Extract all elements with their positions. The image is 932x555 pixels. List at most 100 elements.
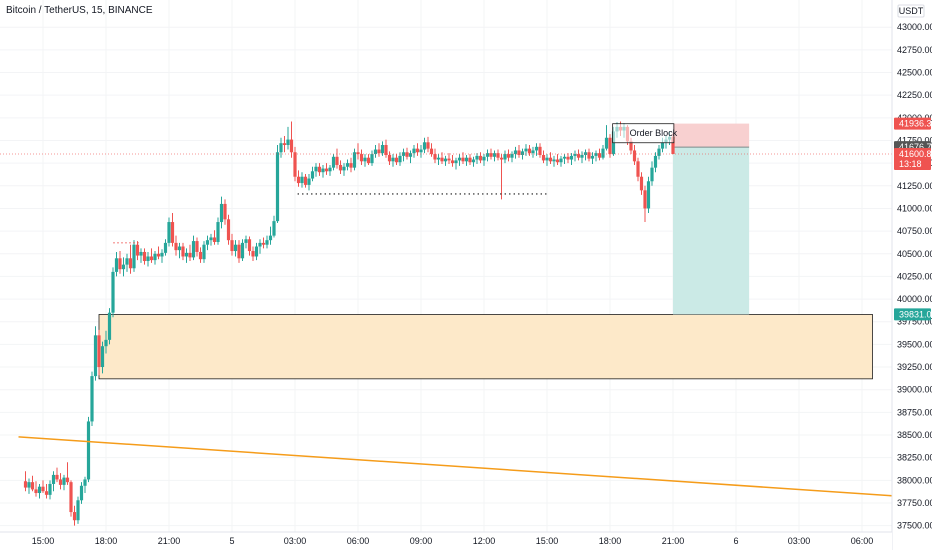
demand-zone <box>98 314 873 380</box>
candle-body-up <box>90 376 94 422</box>
candle-body-down <box>251 251 255 257</box>
candle-body-up <box>594 153 598 156</box>
candle-body-down <box>541 154 546 161</box>
currency-label: USDT <box>899 6 924 16</box>
candle-body-up <box>657 148 661 156</box>
candle-body-up <box>121 264 126 270</box>
price-tick-label: 42750.00 <box>897 45 932 55</box>
time-tick-label: 06:00 <box>851 536 874 546</box>
candle-body-down <box>338 164 343 171</box>
candle-body-down <box>223 203 227 220</box>
candle-body-up <box>352 152 357 168</box>
candle-body-down <box>317 166 322 173</box>
candle-body-down <box>538 146 542 155</box>
candle-body-up <box>492 153 497 157</box>
price-tag-target-label: 39831.01 <box>899 309 932 319</box>
candle-body-down <box>359 154 364 162</box>
candle-body-down <box>440 157 444 162</box>
candle-body-down <box>65 477 70 483</box>
candle-body-down <box>587 152 591 159</box>
order-block-box <box>612 123 675 144</box>
zones <box>98 123 873 380</box>
candle-body-down <box>629 141 633 151</box>
candle-body-down <box>639 176 644 191</box>
candle-body-up <box>380 145 385 154</box>
candle-body-down <box>128 258 133 269</box>
candle-body-up <box>48 483 52 495</box>
candle-body-up <box>503 154 507 160</box>
price-tick-label: 37750.00 <box>897 498 932 508</box>
candle-body-down <box>496 153 500 158</box>
candle-body-up <box>660 142 665 149</box>
candle-body-up <box>219 203 224 223</box>
time-tick-label: 12:00 <box>473 536 496 546</box>
price-tick-label: 40500.00 <box>897 249 932 259</box>
candle-body-down <box>555 159 560 163</box>
candle-body-up <box>436 157 441 160</box>
candle-body-down <box>55 474 59 480</box>
price-tick-label: 41750.00 <box>897 135 932 145</box>
candle-body-down <box>450 160 455 164</box>
overlays: Order Block <box>0 123 892 497</box>
candle-body-up <box>300 176 304 184</box>
candle-body-up <box>650 167 654 182</box>
candle-body-up <box>370 154 374 164</box>
candle-body-up <box>342 166 346 171</box>
candle-body-up <box>562 156 567 159</box>
price-tag-target <box>894 308 931 321</box>
candle-body-up <box>146 256 150 262</box>
candle-body-down <box>426 142 430 149</box>
candle-body-down <box>433 154 437 160</box>
candle-body-up <box>160 252 164 257</box>
candle-body-up <box>443 158 448 162</box>
time-tick-label: 06:00 <box>347 536 370 546</box>
candle-body-down <box>282 143 287 146</box>
candle-body-down <box>149 256 154 261</box>
price-tick-label: 39000.00 <box>897 385 932 395</box>
candle-body-up <box>321 168 325 173</box>
candle-body-up <box>104 339 108 347</box>
candle-body-up <box>86 421 91 480</box>
candle-body-down <box>237 244 241 259</box>
candle-body-down <box>296 176 301 184</box>
candle-body-up <box>83 479 87 486</box>
candle-body-down <box>643 190 647 209</box>
time-tick-label: 18:00 <box>599 536 622 546</box>
candle-body-up <box>163 242 168 253</box>
candle-body-down <box>671 136 675 154</box>
candle-body-up <box>590 155 595 159</box>
candle-body-up <box>79 485 84 501</box>
candle-body-up <box>132 244 136 269</box>
candle-body-up <box>139 251 143 256</box>
candle-body-up <box>520 151 525 155</box>
candle-body-up <box>233 244 238 252</box>
candle-body-down <box>156 253 161 257</box>
candle-body-up <box>37 486 42 494</box>
candle-body-up <box>454 160 458 164</box>
candle-body-down <box>261 242 266 245</box>
candle-body-down <box>181 246 185 257</box>
candle-body-up <box>244 239 248 243</box>
candle-body-up <box>177 246 182 251</box>
candle-body-down <box>303 176 308 185</box>
candle-body-down <box>41 486 45 492</box>
candle-body-down <box>34 489 38 494</box>
candle-body-up <box>401 152 406 156</box>
candle-body-up <box>279 143 283 153</box>
candle-body-up <box>345 163 350 167</box>
candle-body-up <box>307 178 311 185</box>
candle-body-up <box>482 156 486 161</box>
price-tick-label: 37500.00 <box>897 521 932 531</box>
candle-body-up <box>513 150 518 155</box>
price-tick-label: 40000.00 <box>897 294 932 304</box>
candle-body-down <box>394 157 399 163</box>
candle-body-up <box>573 154 577 156</box>
candle-body-down <box>289 139 294 153</box>
candle-body-down <box>349 163 353 168</box>
candle-body-up <box>310 171 315 179</box>
candle-body-down <box>632 150 637 162</box>
